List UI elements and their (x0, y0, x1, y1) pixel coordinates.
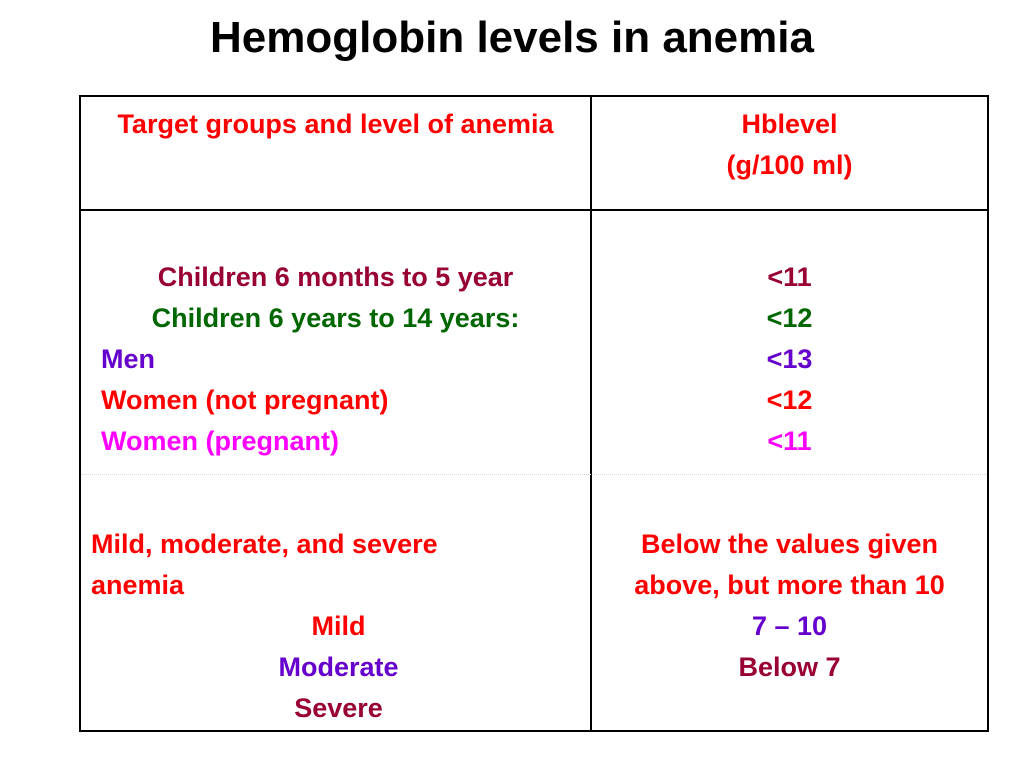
header-col-target-groups: Target groups and level of anemia (81, 104, 590, 145)
group-label-children-6mo-5y: Children 6 months to 5 year (157, 262, 514, 292)
anemia-table: Target groups and level of anemia Hbleve… (79, 95, 989, 732)
header-unit-text: (g/100 ml) (726, 150, 853, 180)
column-divider (590, 97, 592, 730)
header-col-hb-level: Hblevel (g/100 ml) (592, 104, 987, 186)
group-label-women-not-pregnant: Women (not pregnant) (101, 385, 389, 415)
severity-heading-line2: anemia (91, 570, 185, 600)
severity-labels-cell: Mild, moderate, and severe anemia Mild M… (91, 524, 586, 729)
group-label-men: Men (101, 344, 155, 374)
group-value-men: <13 (766, 344, 813, 374)
severity-label-moderate: Moderate (278, 652, 399, 682)
group-value-children-6y-14y: <12 (766, 303, 813, 333)
severity-value-moderate: 7 – 10 (751, 611, 828, 641)
slide-title: Hemoglobin levels in anemia (210, 13, 814, 62)
groups-values-cell: <11 <12 <13 <12 <11 (592, 257, 987, 462)
severity-value-severe: Below 7 (738, 652, 841, 682)
group-value-children-6mo-5y: <11 (767, 262, 812, 292)
section-divider (81, 474, 987, 475)
header-divider (81, 209, 987, 211)
severity-label-mild: Mild (311, 611, 366, 641)
group-value-women-pregnant: <11 (767, 426, 812, 456)
severity-heading-line1: Mild, moderate, and severe (91, 529, 438, 559)
group-label-children-6y-14y: Children 6 years to 14 years: (151, 303, 520, 333)
groups-labels-cell: Children 6 months to 5 year Children 6 y… (81, 257, 590, 462)
header-target-groups-text: Target groups and level of anemia (117, 109, 554, 139)
group-value-women-not-pregnant: <12 (766, 385, 813, 415)
group-label-women-pregnant: Women (pregnant) (101, 426, 339, 456)
header-hblevel-text: Hblevel (741, 109, 838, 139)
severity-value-mild: Below the values given above, but more t… (634, 529, 945, 600)
severity-values-cell: Below the values given above, but more t… (592, 524, 987, 688)
severity-label-severe: Severe (294, 693, 383, 723)
